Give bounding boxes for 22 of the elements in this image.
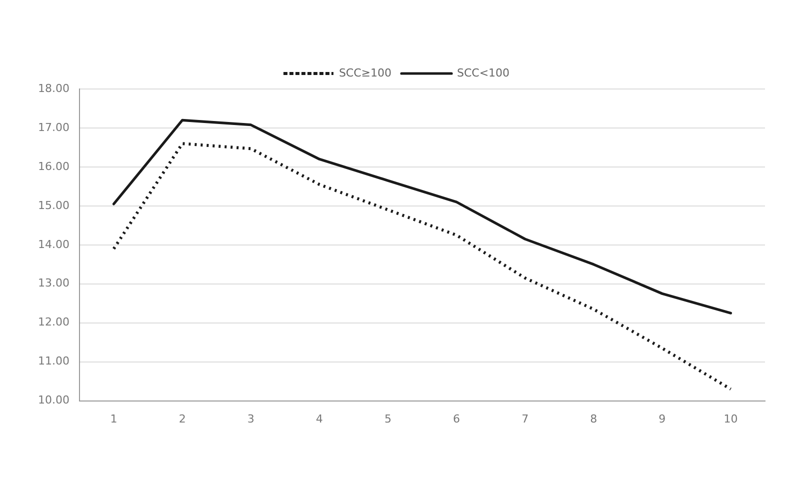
line-series xyxy=(112,142,732,391)
y-tick-label: 12.00 xyxy=(38,316,70,329)
x-tick-label: 5 xyxy=(384,412,392,426)
y-tick-label: 10.00 xyxy=(38,394,70,407)
x-tick-label: 6 xyxy=(453,412,460,426)
y-tick-label: 13.00 xyxy=(38,276,70,290)
x-tick-label: 9 xyxy=(658,412,666,426)
x-tick-label: 1 xyxy=(110,412,118,426)
y-tick-label: 15.00 xyxy=(38,198,70,212)
y-tick-label: 11.00 xyxy=(38,354,70,368)
y-tick-label: 18.00 xyxy=(38,82,70,95)
legend-label: SCC<100 xyxy=(457,66,510,80)
y-tick-label: 14.00 xyxy=(38,238,70,251)
x-tick-label: 3 xyxy=(247,412,254,426)
x-tick-label: 4 xyxy=(316,412,323,426)
legend-label: SCC≥100 xyxy=(338,66,392,80)
x-tick-label: 8 xyxy=(590,412,598,426)
x-tick-label: 10 xyxy=(724,412,738,426)
x-tick-label: 7 xyxy=(522,412,529,426)
x-tick-label: 2 xyxy=(178,412,186,426)
y-tick-label: 17.00 xyxy=(38,120,70,134)
y-tick-label: 16.00 xyxy=(38,160,70,173)
